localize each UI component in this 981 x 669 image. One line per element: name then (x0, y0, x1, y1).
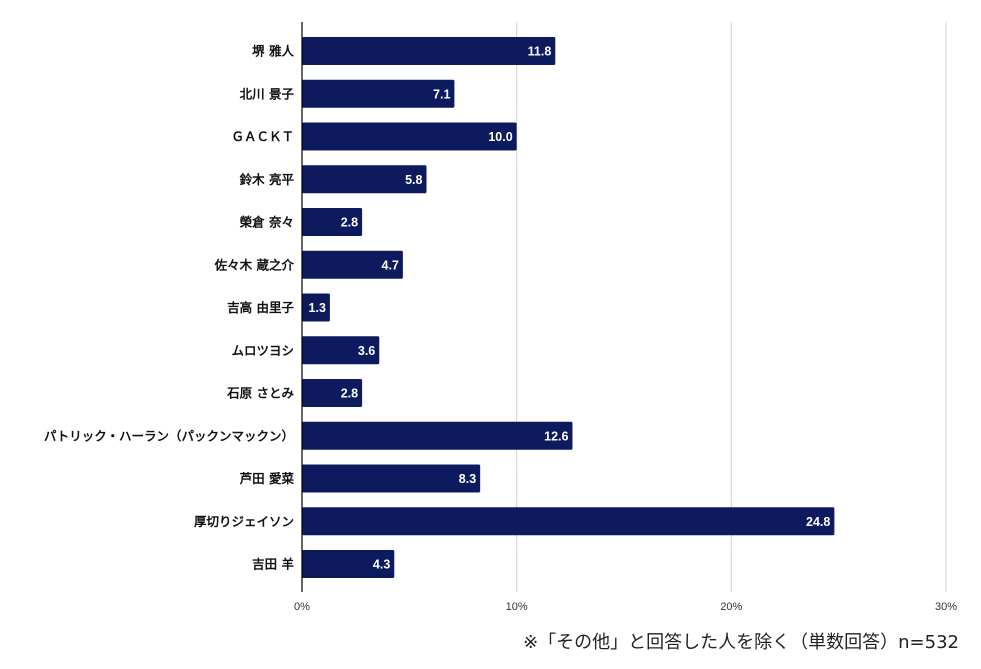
bar (302, 37, 556, 65)
category-label: 北川 景子 (240, 86, 295, 101)
bar-value-label: 12.6 (544, 429, 568, 443)
bar-value-label: 8.3 (459, 472, 476, 486)
bar-value-label: 1.3 (309, 301, 326, 315)
x-tick-label: 0% (294, 601, 310, 613)
x-axis: 0% 10% 20% 30% (294, 22, 957, 613)
bar (302, 464, 481, 493)
x-tick-label: 20% (720, 601, 742, 613)
bar (302, 336, 380, 365)
bar-value-label: 24.8 (806, 515, 830, 529)
bar-value-label: 5.8 (405, 173, 422, 187)
category-label: 芦田 愛菜 (240, 471, 295, 486)
gridlines (516, 22, 947, 592)
category-label: 鈴木 亮平 (240, 172, 295, 187)
bar (302, 165, 427, 194)
bar-chart: 11.8 7.1 10.0 5.8 2.8 4.7 1.3 3.6 2.8 12.6 8.3 24.8… (44, 22, 957, 613)
category-label: 榮倉 奈々 (240, 215, 294, 230)
bar (302, 293, 330, 322)
bar (302, 122, 517, 151)
category-label: パトリック・ハーラン（パックンマックン） (44, 428, 294, 443)
category-label: 厚切りジェイソン (194, 514, 294, 529)
bar (302, 421, 573, 450)
category-label: 堺 雅人 (252, 44, 294, 59)
bar-value-label: 2.8 (341, 387, 358, 401)
bar-value-label: 2.8 (341, 216, 358, 230)
bar (302, 208, 363, 236)
bar-value-label: 4.7 (382, 258, 399, 272)
bar-value-label: 10.0 (488, 130, 512, 144)
category-label: 佐々木 蔵之介 (214, 257, 295, 272)
category-label: ＧＡＣＫＴ (231, 129, 294, 144)
bar-value-label: 4.3 (373, 558, 390, 572)
bar (302, 79, 455, 108)
bar-value-label: 11.8 (528, 45, 552, 59)
bar-value-label: 3.6 (358, 344, 375, 358)
bar (302, 550, 395, 578)
bars: 11.8 7.1 10.0 5.8 2.8 4.7 1.3 3.6 2.8 12.6 8.3 24.8… (302, 37, 835, 578)
category-label: 石原 さとみ (226, 386, 294, 401)
bar (302, 379, 363, 407)
category-label: 吉田 羊 (252, 557, 294, 572)
category-label: 吉高 由里子 (227, 300, 294, 315)
x-tick-label: 10% (506, 601, 528, 613)
bar-value-label: 7.1 (433, 87, 450, 101)
bar (302, 507, 835, 536)
footnote: ※「その他」と回答した人を除く（単数回答）n=532 (523, 632, 959, 653)
x-tick-label: 30% (935, 601, 957, 613)
bar (302, 250, 403, 279)
category-label: ムロツヨシ (231, 343, 294, 358)
